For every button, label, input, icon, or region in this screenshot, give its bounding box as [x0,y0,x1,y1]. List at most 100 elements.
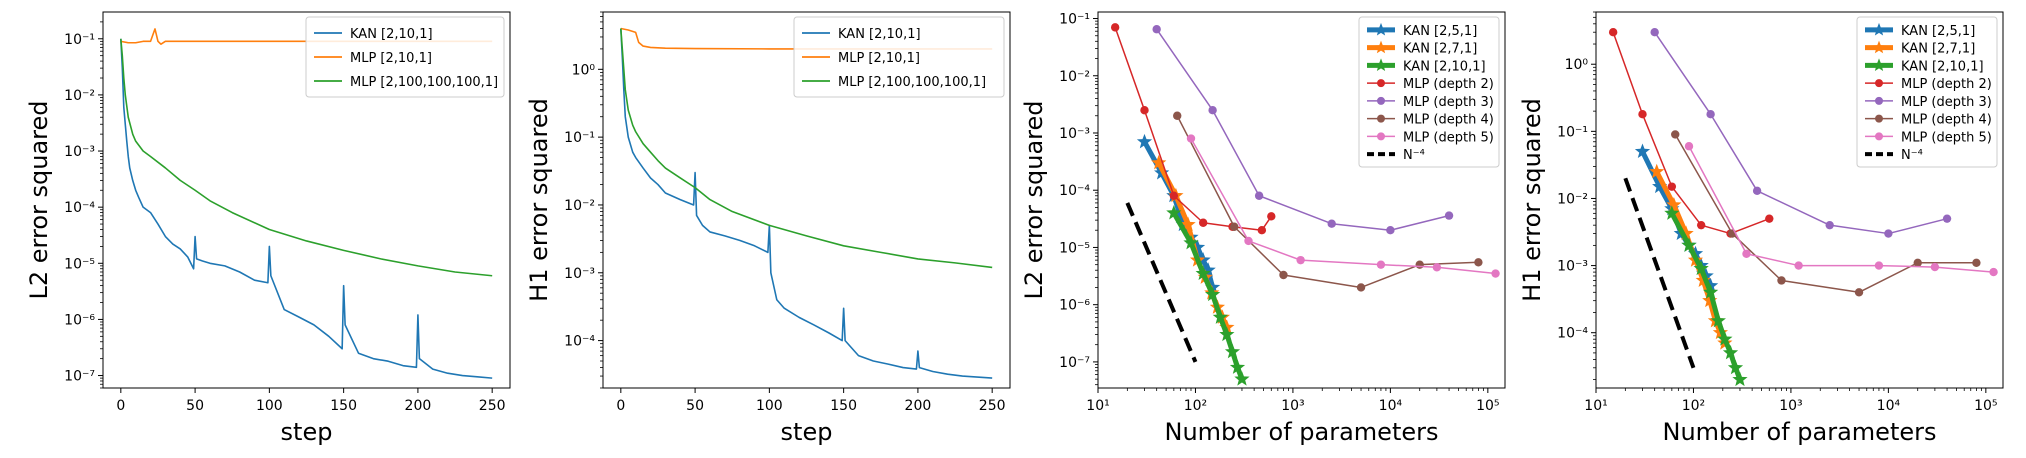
y-tick-label: 10⁻¹ [564,130,595,146]
data-point [1649,163,1665,179]
legend-label: KAN [2,10,1] [1403,59,1486,74]
y-axis-label: L2 error squared [25,101,53,300]
x-tick-label: 150 [330,398,357,414]
legend-label: KAN [2,5,1] [1403,24,1477,39]
data-point [1634,143,1651,159]
series-line [620,28,993,269]
data-point [1703,284,1719,299]
data-point [1794,261,1803,270]
x-tick-label: 0 [116,398,125,414]
x-axis-label: Number of parameters [1662,418,1936,446]
data-point [1208,106,1217,115]
x-tick-label: 10² [1184,398,1207,414]
plot-area [1608,28,1998,387]
data-point [1180,216,1196,232]
y-tick-label: 10⁻² [564,198,595,214]
axes-frame [102,11,511,389]
legend-label: KAN [2,5,1] [1901,24,1975,39]
legend-label: MLP (depth 4) [1403,113,1494,128]
data-point [1140,106,1149,115]
legend-marker [1875,114,1883,123]
data-point [1152,25,1161,34]
x-tick-label: 150 [830,398,857,414]
y-tick-label: 10⁻⁴ [564,334,595,350]
legend-marker [1374,22,1388,36]
data-point [1254,191,1264,200]
legend-marker [1377,79,1385,88]
data-point [1327,219,1336,228]
y-tick-label: 10⁰ [1565,57,1589,73]
legend-box [1856,16,1998,168]
legend-label: MLP [2,10,1] [838,51,920,66]
data-point [1702,292,1718,308]
legend-label: MLP (depth 5) [1901,130,1992,145]
data-point [1667,182,1677,191]
legend: KAN [2,10,1] MLP [2,10,1] MLP [2,100,100,1… [305,16,505,98]
legend: KAN [2,10,1] MLP [2,10,1] MLP [2,100,100,1… [793,16,1005,98]
data-point [1874,261,1884,270]
series-line [1114,27,1272,231]
legend-marker [1377,96,1385,105]
legend-label: MLP [2,10,1] [350,51,432,66]
data-point [1474,258,1483,267]
x-tick-label: 10⁴ [1379,398,1403,414]
x-tick-label: 10⁵ [1974,398,1997,414]
data-point [1777,276,1786,285]
data-point [1666,196,1682,212]
data-point [1186,134,1196,143]
data-point [1696,220,1706,230]
data-point [1989,267,1998,277]
data-point [1491,269,1500,278]
data-point [1267,212,1276,221]
x-tick-label: 50 [186,398,204,414]
panel-4: 10¹ 10² 10³ 10⁴ 10⁵ 10⁻⁴ 10⁻³ 10⁻² 10⁻¹ 10⁰ Number… [1518,11,2004,446]
x-tick-label: 200 [405,398,432,414]
legend-marker [1374,58,1388,72]
y-tick-label: 10⁻⁷ [1059,355,1090,371]
data-point [1212,309,1228,324]
series-line [120,38,493,277]
series-line [1654,31,1948,235]
x-tick-label: 200 [905,398,932,414]
legend-box [1358,16,1500,168]
legend-marker [1872,22,1886,36]
y-tick-label: 10⁻⁵ [1059,240,1090,256]
x-tick-label: 100 [756,398,783,414]
data-point [1224,343,1241,359]
y-tick-label: 10⁻¹ [64,32,95,48]
data-point [1183,234,1199,250]
legend-label: MLP (depth 2) [1901,77,1992,92]
legend-label: MLP (depth 4) [1901,113,1992,128]
legend-label: N⁻⁴ [1403,148,1425,163]
axes-frame [602,11,1011,389]
y-tick-label: 10⁻³ [1557,259,1588,275]
x-tick-label: 10⁵ [1476,398,1499,414]
legend-label: KAN [2,10,1] [838,27,921,42]
series-line [1612,31,1770,235]
y-axis-label: H1 error squared [525,98,553,302]
data-point [1765,214,1774,223]
series-line [1623,177,1696,369]
legend-marker [1872,40,1886,54]
y-tick-label: 10⁻¹ [1557,124,1588,140]
x-axis-label: Number of parameters [1164,418,1438,446]
data-point [1825,220,1834,230]
legend-label: MLP (depth 5) [1403,130,1494,145]
series-line [1688,145,1994,273]
y-tick-label: 10⁰ [572,62,596,78]
data-point [1166,204,1182,220]
x-tick-label: 10³ [1281,398,1304,414]
data-point [1706,110,1715,119]
panel-1: 0 50 100 150 200 250 10⁻⁷ 10⁻⁶ 10⁻⁵ 10⁻⁴ 10⁻³ 10⁻² 1… [25,11,511,446]
x-tick-label: 10¹ [1086,398,1109,414]
x-tick-label: 10² [1682,398,1705,414]
legend-label: MLP (depth 2) [1403,77,1494,92]
legend-marker [1377,114,1385,123]
data-point [1136,133,1153,149]
series-line [1156,28,1450,231]
legend: KAN [2,5,1] KAN [2,7,1] KAN [2,10,1] MLP (d… [1856,16,1998,168]
data-point [1664,205,1680,220]
y-tick-label: 10⁻³ [564,266,595,282]
x-tick-label: 50 [686,398,704,414]
data-point [1930,262,1940,272]
